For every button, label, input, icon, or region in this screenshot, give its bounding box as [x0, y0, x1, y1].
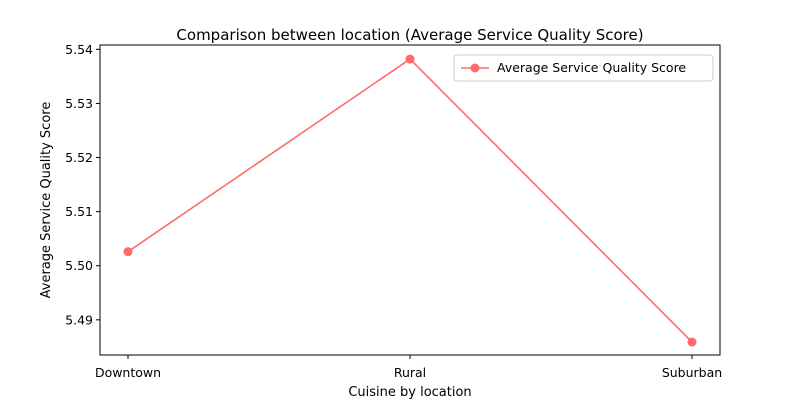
series-layer [123, 54, 697, 347]
data-point [687, 337, 697, 347]
x-tick-label: Rural [394, 365, 426, 380]
y-tick-label: 5.54 [65, 42, 93, 57]
x-axis: Downtown Rural Suburban [95, 355, 722, 380]
x-tick-label: Downtown [95, 365, 161, 380]
x-axis-label: Cuisine by location [348, 385, 471, 400]
y-axis-label: Average Service Quality Score [39, 102, 54, 299]
legend-label: Average Service Quality Score [497, 60, 686, 75]
legend-box [453, 54, 714, 82]
data-point [405, 54, 415, 64]
y-tick-label: 5.51 [65, 204, 93, 219]
plot-area [99, 44, 721, 356]
y-tick-label: 5.53 [65, 96, 93, 111]
data-point [123, 247, 133, 257]
x-tick-label: Suburban [662, 365, 722, 380]
y-tick-label: 5.52 [65, 150, 93, 165]
legend-marker-swatch [470, 63, 480, 73]
y-tick-label: 5.49 [65, 312, 93, 327]
series-line [127, 58, 693, 343]
legend: Average Service Quality Score [453, 54, 714, 82]
y-tick-label: 5.50 [65, 258, 93, 273]
y-axis: 5.49 5.50 5.51 5.52 5.53 5.54 [65, 42, 100, 327]
chart-title: Comparison between location (Average Ser… [176, 26, 643, 44]
